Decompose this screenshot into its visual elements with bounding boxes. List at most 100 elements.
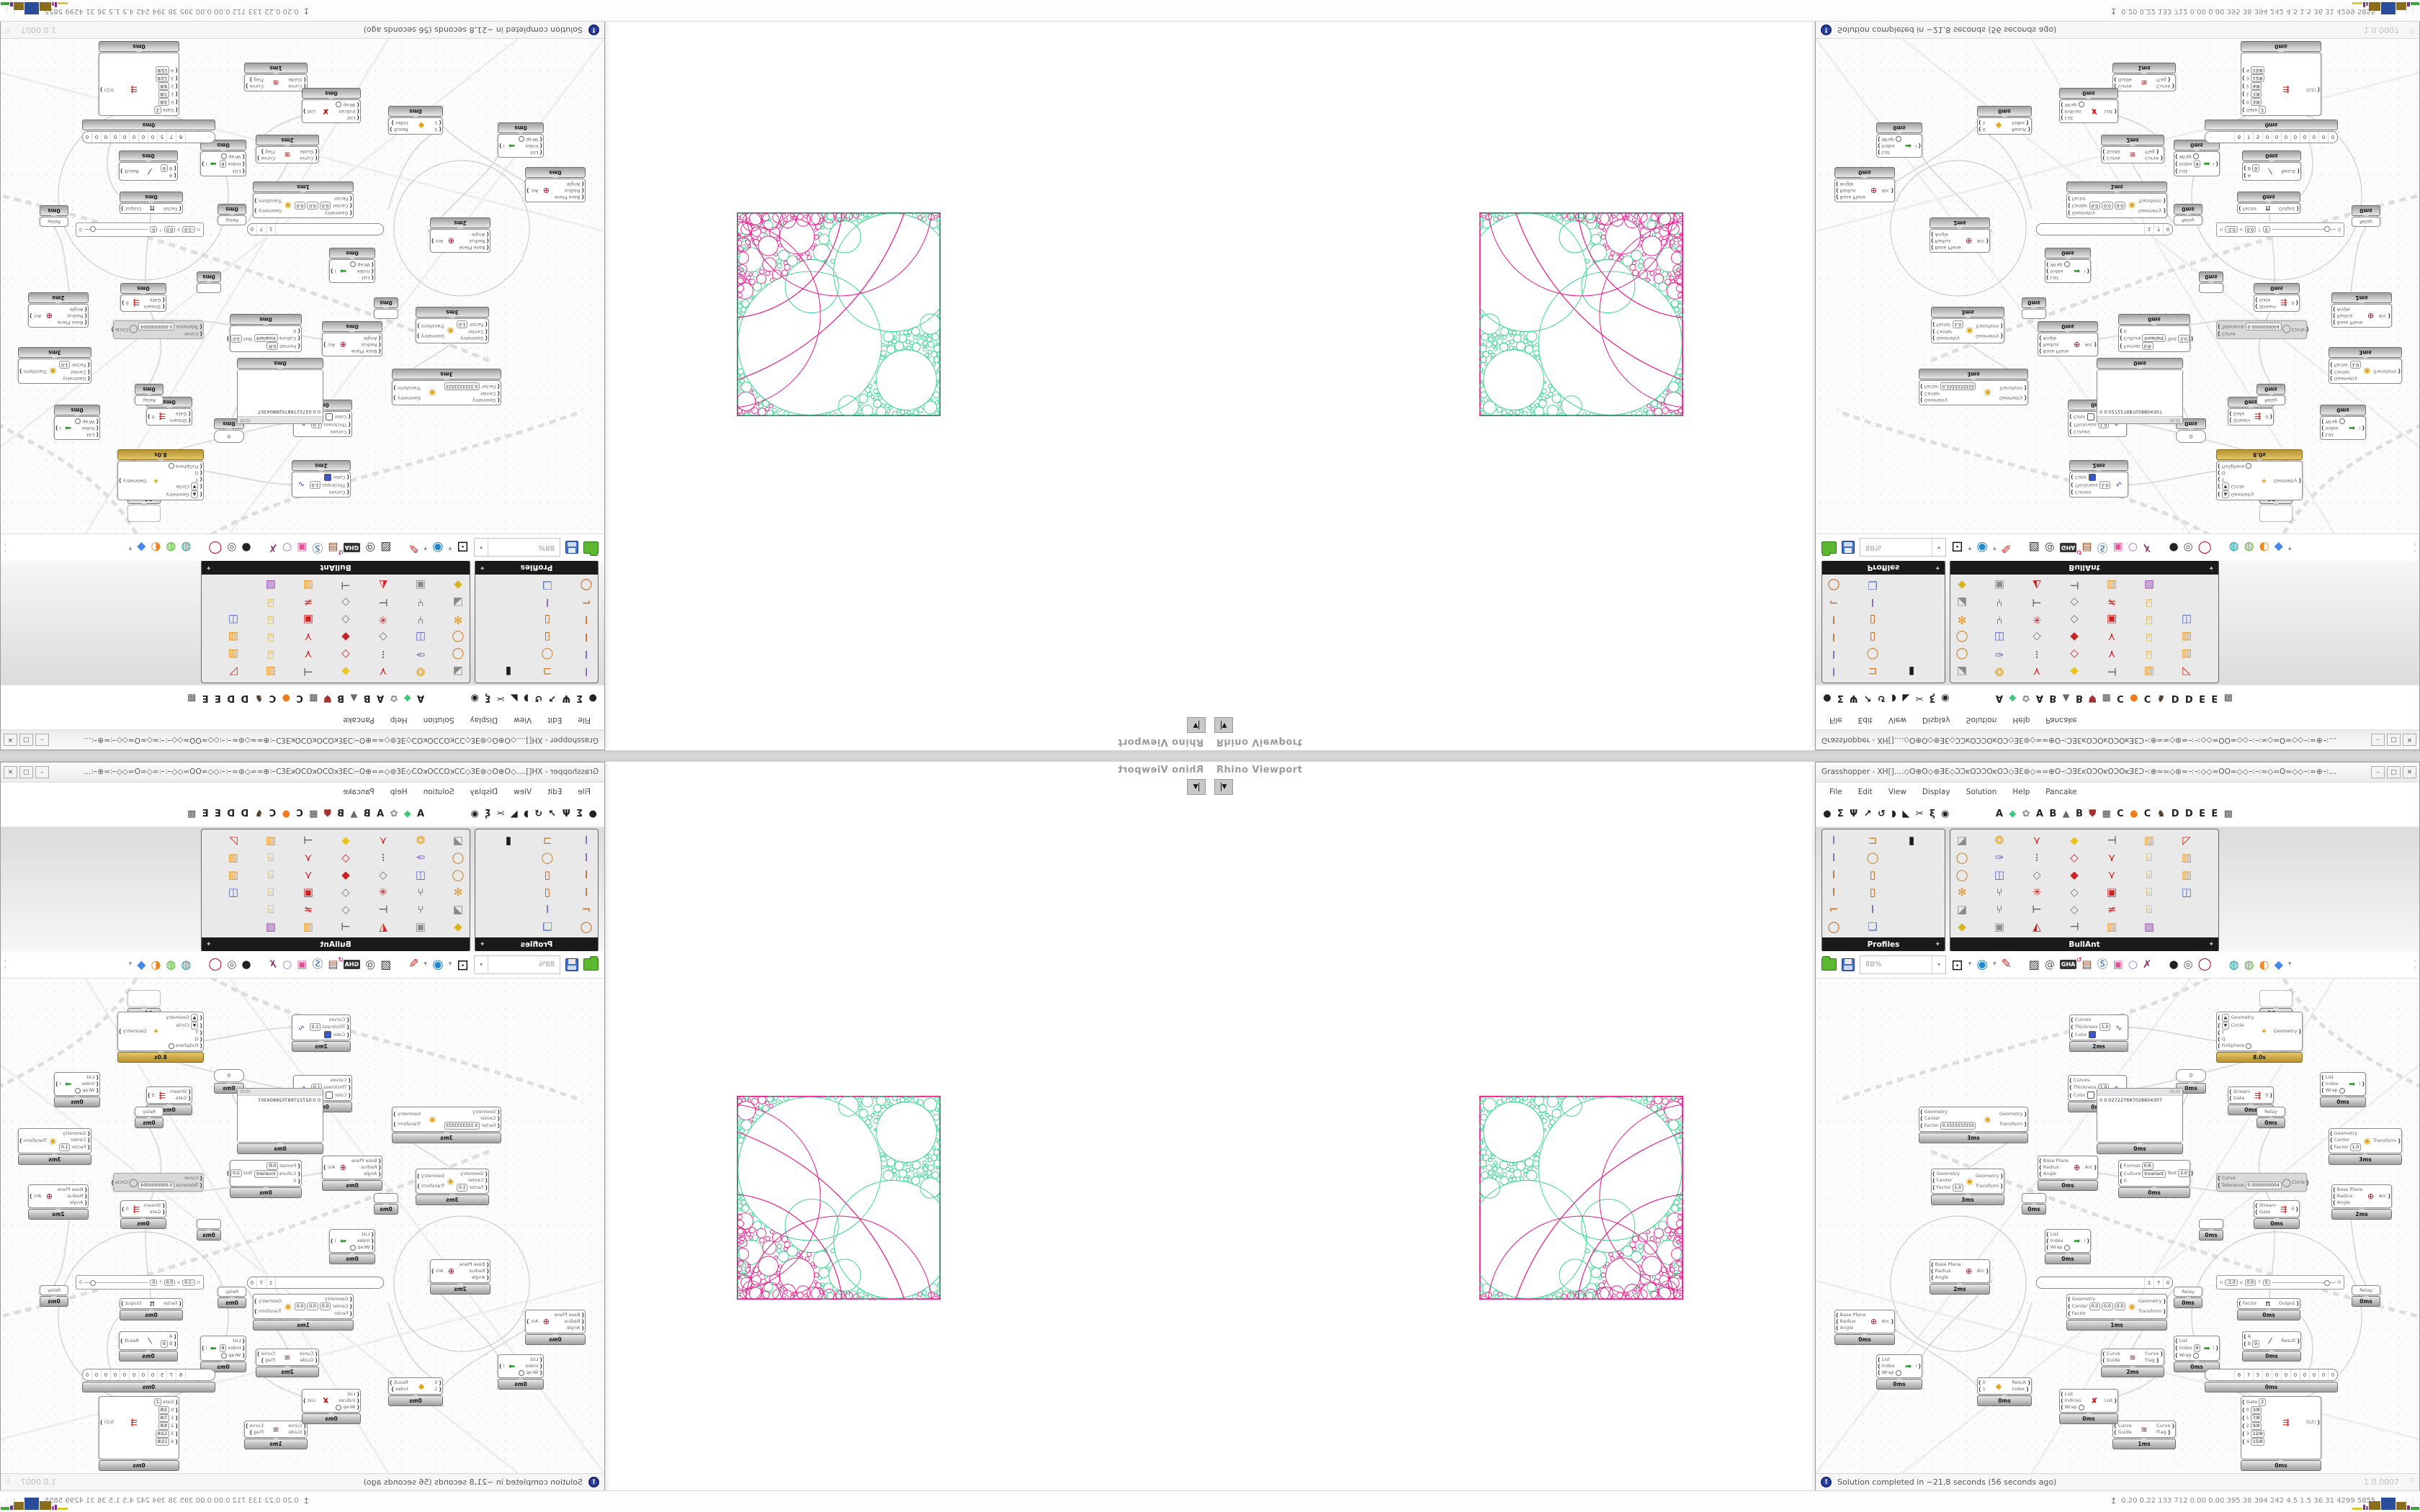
category-tab[interactable]: ●	[588, 693, 597, 703]
component-icon[interactable]: ▥	[2106, 920, 2118, 933]
document-icon[interactable]: ▤	[328, 958, 339, 971]
component-icon[interactable]: I	[1832, 665, 1836, 678]
category-tab[interactable]: ↺	[1877, 693, 1886, 703]
plugin-tab[interactable]: ▩	[187, 809, 197, 819]
gh-component-circle-disabled[interactable]: (Curve(Tolerance 0.0000000004 ◯ Circle)	[2216, 1173, 2309, 1192]
menu-file[interactable]: File	[578, 788, 591, 796]
component-icon[interactable]: I	[584, 886, 588, 899]
at-cassette-icon[interactable]: @	[365, 541, 376, 554]
category-tab[interactable]: ●	[1823, 809, 1832, 819]
minimize-button[interactable]: –	[2371, 766, 2385, 778]
viewport-dropdown-button[interactable]: ▼	[1214, 717, 1233, 733]
component-icon[interactable]: I	[1832, 886, 1836, 899]
component-icon[interactable]: ⁝	[381, 648, 385, 661]
zoom-dropdown-icon[interactable]: ▾	[1932, 539, 1945, 557]
gh-component-stream-gate[interactable]: (Stream(Gate ⇶ 0) 0ms	[2254, 283, 2300, 312]
component-icon[interactable]: ≠	[303, 903, 313, 916]
gh-component-custom-preview[interactable]: (Curves(Thickness 1.0(Color ∿ 2ms	[2069, 460, 2128, 498]
gh-component-stream-gate-multi[interactable]: (Gate 2(0 3/8(1 7/8(2 9/8(3 12/8(4 15/8 ⇶ S(2)) 0…	[99, 41, 179, 116]
component-icon[interactable]: ◇	[2033, 631, 2041, 644]
component-icon[interactable]: ▯	[544, 613, 551, 626]
gh-component-scale[interactable]: (Geometry(Center(Factor 0.3333333333 ◉ Geom…	[392, 369, 501, 405]
component-icon[interactable]: ▧	[2143, 579, 2155, 592]
component-icon[interactable]: ⑂	[417, 886, 424, 899]
gh-component-scale[interactable]: (Geometry(Center(Factor 1.0 ◉ Transform) 3ms	[18, 347, 91, 384]
grip-dots-icon[interactable]: ⋮⋮	[2403, 1498, 2417, 1506]
plugin-tab[interactable]: A	[377, 809, 385, 819]
menu-pancake[interactable]: Pancake	[343, 788, 375, 796]
component-icon[interactable]: I	[1870, 903, 1875, 916]
gh-component-number-slider-675[interactable]: ‹ 6 7 5 0 0 0 0 0 0 0 0	[2205, 131, 2338, 143]
gh-component-scale[interactable]: (Geometry(Center(Factor 1.0 ◉ Transform) 3ms	[2329, 1128, 2402, 1165]
component-icon[interactable]: ⌸	[267, 868, 274, 881]
component-icon[interactable]: ⌸	[267, 631, 274, 644]
gh-component-domain-strip[interactable]: n -1.0 v 0.0? 0 0	[76, 1275, 204, 1290]
grasshopper-window[interactable]: Grasshopper - XH[]....◇O⊕O◇⊛ƎƐ◇ƆƆĸOƆƆOĸO…	[0, 21, 605, 750]
plugin-tab[interactable]: ●	[282, 809, 290, 819]
plugin-tab[interactable]: ▩	[187, 693, 197, 703]
grasshopper-window[interactable]: Grasshopper - XH[]....◇O⊕O◇⊛ƎƐ◇ƆƆĸOƆƆOĸO…	[1815, 21, 2420, 750]
gh-component-list-item[interactable]: (List(Index(Wrap ➡ i) 0ms	[498, 122, 544, 158]
component-icon[interactable]: ▣	[2106, 613, 2118, 626]
menu-display[interactable]: Display	[470, 788, 498, 796]
category-tab[interactable]: ◉	[1941, 693, 1950, 703]
component-icon[interactable]: ▥	[2181, 868, 2192, 881]
category-tab[interactable]: Ψ	[1850, 693, 1858, 703]
component-icon[interactable]: ⌸	[2146, 613, 2153, 626]
plugin-tab[interactable]: ●	[2130, 809, 2138, 819]
search-s-icon[interactable]: Ⓢ	[312, 541, 323, 554]
gh-component-list-item[interactable]: (List(Index 8(Wrap ➡ i) 0ms	[200, 140, 246, 176]
component-icon[interactable]: ▮	[1908, 834, 1915, 847]
gh-component-ghost-node[interactable]: 0ms	[2022, 297, 2046, 319]
gh-component-scale[interactable]: (Geometry(Center(Factor 1.0 ◉ Geometry) Tran…	[416, 1169, 489, 1205]
sketch-pen-icon[interactable]: ✎	[2001, 957, 2012, 971]
component-icon[interactable]: ✳	[378, 886, 388, 899]
rhino-viewport-pane[interactable]: Rhino Viewport ▼	[605, 762, 1210, 1490]
gh-component-slider-time-bar[interactable]: 0ms	[2205, 120, 2338, 131]
gh-component-arc[interactable]: (Base Plane(Radius(Angle ⊕ Arc) 0ms	[2038, 1156, 2098, 1191]
preview-eye-icon[interactable]: ◉	[431, 956, 444, 972]
component-icon[interactable]: ✑	[1994, 851, 2004, 864]
gh-component-scale[interactable]: (Geometry(Center(Factor 0.3333333333 ◉ Geom…	[392, 1107, 501, 1143]
plugin-tab[interactable]: ♞	[2156, 693, 2166, 703]
component-icon[interactable]: ◯	[452, 631, 465, 644]
gh-component-value-panel[interactable]: (0;0) 0 0.027227687028804307 0ms	[2097, 1088, 2183, 1154]
balloon-icon[interactable]: ○	[2128, 541, 2138, 554]
dropdown-icon[interactable]: ▾	[128, 960, 133, 968]
plugin-tab[interactable]: ◆	[403, 809, 411, 819]
menu-file[interactable]: File	[1829, 788, 1842, 796]
jug-icon[interactable]: ▨	[2028, 957, 2040, 971]
minimize-button[interactable]: –	[2371, 734, 2385, 746]
component-icon[interactable]: ▥	[2143, 665, 2155, 678]
gift-box-icon[interactable]: ▣	[297, 958, 308, 971]
gh-component-arc[interactable]: (Base Plane(Radius(Angle ⊕ Arc) 2ms	[2331, 292, 2392, 328]
component-icon[interactable]: ⌸	[267, 851, 274, 864]
gh-component-number-slider-170[interactable]: · 1 7 0	[247, 1277, 384, 1289]
panel-expand-icon[interactable]: ✦	[206, 564, 212, 571]
gh-component-stream-filter[interactable]: (0(1 ◆ Result) Index) 0ms	[388, 106, 443, 135]
component-icon[interactable]: ⊣	[341, 920, 351, 933]
component-icon[interactable]: ▥	[2106, 579, 2118, 592]
component-icon[interactable]: ◪	[452, 596, 464, 609]
orange-sphere-icon[interactable]: ◐	[151, 957, 161, 971]
gh-component-list-item[interactable]: (List(Index(Wrap ➡ i) 0ms	[329, 1229, 375, 1264]
plugin-tab[interactable]: ◆	[2009, 809, 2017, 819]
plugin-tab[interactable]: ◆	[2009, 693, 2017, 703]
plugin-tab[interactable]: ♞	[254, 809, 264, 819]
gh-component-list-item[interactable]: (List(Index(Wrap ➡ i) 0ms	[1876, 122, 1922, 158]
toolbar-scroll-arrows[interactable]: ⌃ ⌄	[2413, 959, 2417, 970]
component-icon[interactable]: ◇	[2033, 868, 2041, 881]
maximize-button[interactable]: □	[19, 766, 33, 778]
gh-component-arc[interactable]: (Base Plane(Radius(Angle ⊕ Arc) 2ms	[1930, 217, 1990, 253]
component-icon[interactable]: ▥	[265, 665, 277, 678]
gh-component-scale[interactable]: (Geometry(Center(Factor 1.0 ◉ Geometry) Tran…	[1931, 1169, 2004, 1205]
maximize-button[interactable]: □	[19, 734, 33, 746]
gh-component-slider-time-bar[interactable]: 0ms	[2205, 1380, 2338, 1392]
gh-component-list-item[interactable]: (List(Index 8(Wrap ➡ i) 0ms	[200, 1336, 246, 1372]
category-tab[interactable]: Ψ	[1850, 809, 1858, 819]
component-icon[interactable]: ◫	[2181, 886, 2192, 899]
category-tab[interactable]: Σ	[1837, 809, 1844, 819]
zoom-extents-icon[interactable]: ⊡	[1951, 955, 1963, 973]
plugin-tab[interactable]: D	[241, 693, 249, 703]
gh-component-flip-curve[interactable]: (Curve(Guide ≋ Curve) Flag) 1ms	[244, 1421, 308, 1449]
